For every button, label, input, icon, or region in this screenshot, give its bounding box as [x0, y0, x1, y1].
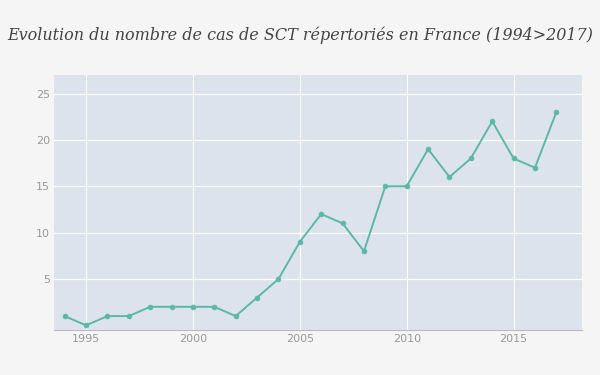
Text: Evolution du nombre de cas de SCT répertoriés en France (1994>2017): Evolution du nombre de cas de SCT répert…: [7, 26, 593, 44]
